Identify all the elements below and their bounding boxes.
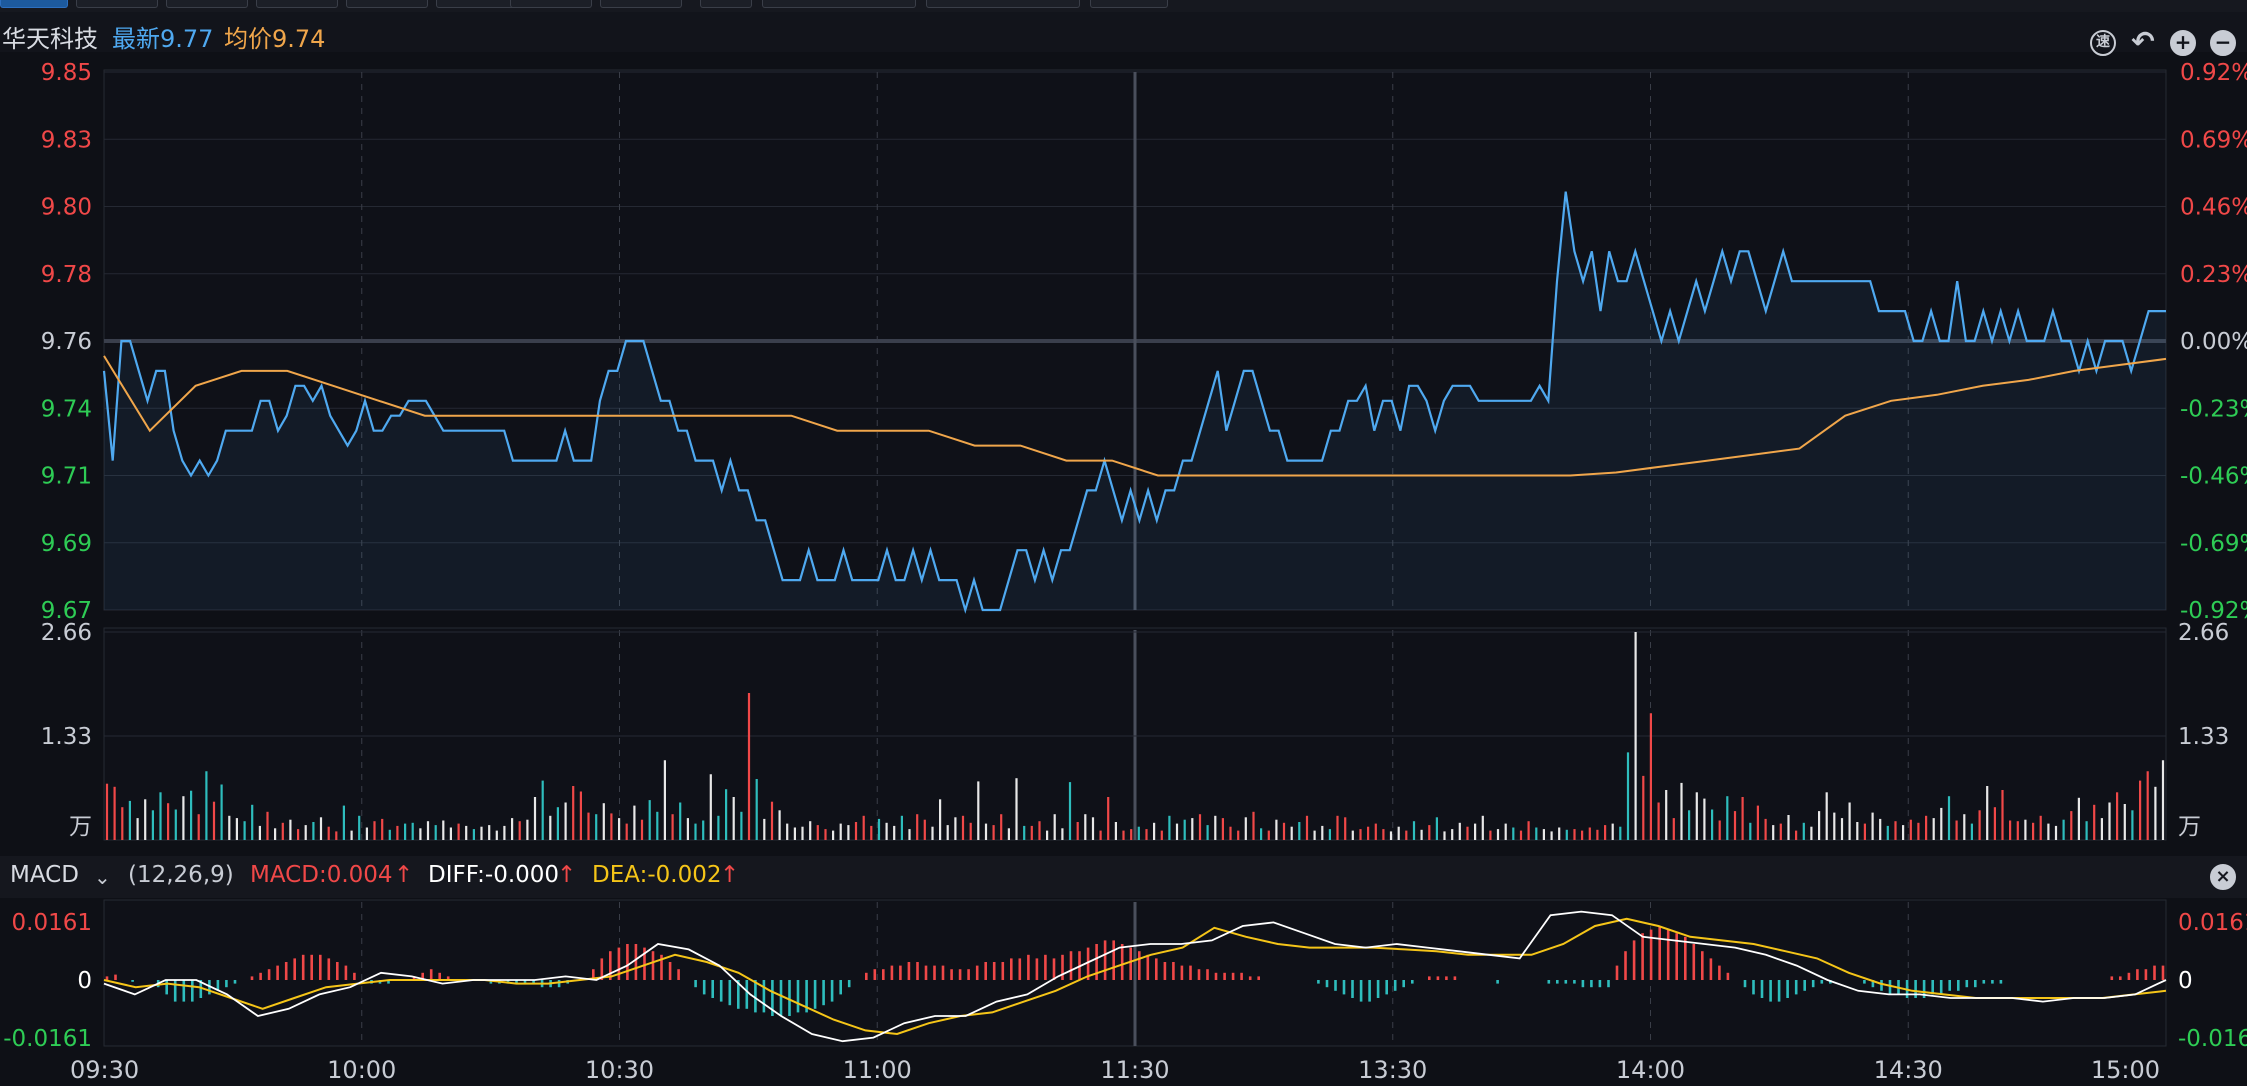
- price-area-fill: [104, 191, 2166, 610]
- volume-unit-label-right: 万: [2178, 814, 2201, 840]
- tab[interactable]: [510, 0, 592, 8]
- volume-tick-label: 2.66: [41, 620, 92, 646]
- stock-name: 华天科技: [2, 25, 98, 53]
- chart-grid: [103, 69, 2167, 1047]
- volume-unit-label: 万: [69, 814, 92, 840]
- pct-tick-label: 0.92%: [2180, 60, 2247, 86]
- close-icon[interactable]: ×: [2210, 864, 2236, 890]
- tab[interactable]: [1090, 0, 1168, 8]
- macd-indicator-bar: MACD ⌄ (12,26,9) MACD:0.004 ↑ DIFF:-0.00…: [0, 856, 2247, 898]
- price-tick-label: 9.71: [41, 464, 92, 490]
- price-tick-label: 9.83: [41, 127, 92, 153]
- diff-up-arrow-icon: ↑: [557, 862, 577, 888]
- indicator-selector[interactable]: MACD: [10, 862, 79, 888]
- macd-value: MACD:0.004: [250, 862, 393, 888]
- time-tick-label: 10:00: [327, 1056, 396, 1084]
- pct-tick-label: -0.92%: [2180, 598, 2247, 624]
- chart-header: 华天科技 最新9.77 均价9.74 速 ↶ + −: [0, 12, 2247, 56]
- macd-tick-label: -0.0161: [3, 1026, 92, 1052]
- pct-tick-label: -0.23%: [2180, 396, 2247, 422]
- tab[interactable]: [346, 0, 428, 8]
- pct-tick-label: 0.46%: [2180, 195, 2247, 221]
- dea-up-arrow-icon: ↑: [720, 862, 740, 888]
- price-line: [102, 191, 2166, 614]
- volume-tick-label-right: 1.33: [2178, 724, 2229, 750]
- macd-tick-label-right: 0.0161: [2178, 910, 2247, 936]
- pct-tick-label: -0.46%: [2180, 464, 2247, 490]
- price-tick-label: 9.85: [41, 60, 92, 86]
- macd-tick-label-right: 0: [2178, 968, 2193, 994]
- pct-tick-label: 0.23%: [2180, 262, 2247, 288]
- time-tick-label: 14:00: [1616, 1056, 1685, 1084]
- pct-tick-label: 0.00%: [2180, 329, 2247, 355]
- time-tick-label: 14:30: [1874, 1056, 1943, 1084]
- zoom-in-icon[interactable]: +: [2170, 30, 2196, 56]
- price-tick-label: 9.69: [41, 531, 92, 557]
- price-tick-label: 9.74: [41, 396, 92, 422]
- macd-params: (12,26,9): [128, 862, 234, 888]
- tab[interactable]: [600, 0, 682, 8]
- axis-labels: 9.85 0.92% 9.83 0.69% 9.80 0.46% 9.78 0.23% 9.76…: [3, 60, 2247, 1084]
- macd-panel: [103, 910, 2167, 1043]
- diff-value: DIFF:-0.000: [428, 862, 560, 888]
- dea-line: [103, 917, 2167, 1036]
- tab[interactable]: [256, 0, 338, 8]
- average-price-line: [103, 355, 2167, 477]
- dea-value: DEA:-0.002: [592, 862, 722, 888]
- zoom-out-icon[interactable]: −: [2210, 30, 2236, 56]
- macd-tick-label: 0.0161: [12, 910, 92, 936]
- volume-panel: [105, 632, 2165, 840]
- tab-active[interactable]: [0, 0, 68, 8]
- latest-price-label: 最新9.77: [112, 25, 214, 53]
- time-tick-label: 11:30: [1100, 1056, 1169, 1084]
- tab[interactable]: [762, 0, 916, 8]
- pct-tick-label: 0.69%: [2180, 127, 2247, 153]
- volume-tick-label-right: 2.66: [2178, 620, 2229, 646]
- price-tick-label: 9.80: [41, 195, 92, 221]
- time-tick-label: 13:30: [1358, 1056, 1427, 1084]
- macd-tick-label-right: -0.0161: [2178, 1026, 2247, 1052]
- time-tick-label: 11:00: [843, 1056, 912, 1084]
- undo-icon[interactable]: ↶: [2131, 25, 2155, 58]
- diff-line: [103, 910, 2167, 1043]
- tab[interactable]: [166, 0, 248, 8]
- price-tick-label: 9.78: [41, 262, 92, 288]
- tab[interactable]: [76, 0, 158, 8]
- macd-tick-label: 0: [77, 968, 92, 994]
- speed-icon[interactable]: 速: [2090, 30, 2116, 56]
- time-tick-label: 15:00: [2091, 1056, 2160, 1084]
- tab[interactable]: [700, 0, 752, 8]
- pct-tick-label: -0.69%: [2180, 531, 2247, 557]
- price-panel: [102, 191, 2167, 614]
- volume-tick-label: 1.33: [41, 724, 92, 750]
- time-tick-label: 09:30: [70, 1056, 139, 1084]
- time-tick-label: 10:30: [585, 1056, 654, 1084]
- price-tick-label: 9.76: [41, 329, 92, 355]
- price-tick-label: 9.67: [41, 598, 92, 624]
- macd-up-arrow-icon: ↑: [394, 862, 414, 888]
- top-tab-strip: [0, 0, 2247, 12]
- tab[interactable]: [926, 0, 1080, 8]
- average-price-label: 均价9.74: [224, 25, 326, 53]
- chevron-down-icon[interactable]: ⌄: [94, 865, 111, 889]
